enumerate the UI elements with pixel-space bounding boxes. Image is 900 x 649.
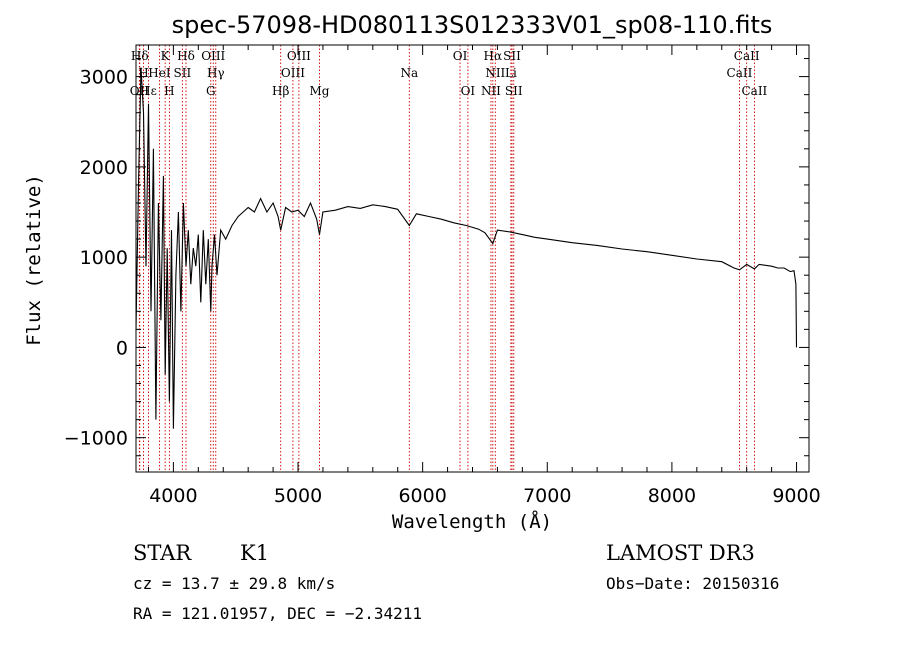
x-tick-label: 7000 <box>523 485 571 507</box>
coords-text: RA = 121.01957, DEC = −2.34211 <box>133 604 422 623</box>
spectrum-line <box>135 67 798 429</box>
spectral-line-label: NII <box>481 84 501 98</box>
survey-name: LAMOST DR3 <box>606 541 755 565</box>
spectral-line-label: OI <box>453 49 468 63</box>
spectral-line-label: SII <box>503 49 521 63</box>
object-class: STAR <box>133 541 192 565</box>
spectral-line-label: CaII <box>727 66 753 80</box>
y-tick-label: 3000 <box>80 67 128 89</box>
x-tick-label: 4000 <box>149 485 197 507</box>
spectral-line-label: K <box>161 49 171 63</box>
spectral-line-label: Hδ <box>177 49 195 63</box>
spectral-line-label: OI <box>461 84 476 98</box>
x-tick-label: 9000 <box>772 485 820 507</box>
spectral-line-label: Hβ <box>272 84 289 98</box>
y-axis-label: Flux (relative) <box>23 174 45 346</box>
spectral-line-label: SII <box>174 66 192 80</box>
y-axis: −1000 0 1000 2000 3000 <box>64 58 809 457</box>
spectral-line-label: OIII <box>201 49 225 63</box>
spectral-line-label: OII <box>130 84 150 98</box>
spectral-line-label: Hγ <box>207 66 225 80</box>
spectral-line-label: H <box>164 84 174 98</box>
spectral-line-label: Hα <box>484 49 503 63</box>
x-axis-label: Wavelength (Å) <box>392 510 552 533</box>
spectral-line-label: H <box>138 66 148 80</box>
redshift-text: cz = 13.7 ± 29.8 km/s <box>133 574 335 593</box>
spectral-line-label: G <box>206 84 216 98</box>
x-tick-label: 6000 <box>398 485 446 507</box>
spectral-line-label: Mg <box>309 84 329 98</box>
x-tick-label: 5000 <box>274 485 322 507</box>
obs-date: Obs−Date: 20150316 <box>606 574 779 593</box>
line-markers-group <box>138 45 755 472</box>
spectral-line-label: NII <box>485 66 505 80</box>
object-subclass: K1 <box>240 541 269 565</box>
spectral-line-label: Hε <box>140 84 157 98</box>
spectral-line-label: OIII <box>281 66 305 80</box>
spectral-line-label: Hδ <box>131 49 149 63</box>
spectral-line-label: Li <box>505 66 517 80</box>
plot-frame <box>135 44 810 473</box>
chart-title: spec-57098-HD080113S012333V01_sp08-110.f… <box>172 11 773 39</box>
spectral-line-label: SII <box>505 84 523 98</box>
spectral-line-label: CaII <box>741 84 767 98</box>
spectral-line-label: CaII <box>734 49 760 63</box>
spectral-line-label: Na <box>400 66 418 80</box>
spectral-line-label: HeI <box>148 66 171 80</box>
x-tick-label: 8000 <box>648 485 696 507</box>
x-axis: 4000 5000 6000 7000 8000 9000 <box>147 45 821 507</box>
y-tick-label: 1000 <box>80 247 128 269</box>
spectral-line-label: OIII <box>287 49 311 63</box>
y-tick-label: −1000 <box>64 428 128 450</box>
y-tick-label: 0 <box>116 337 128 359</box>
y-tick-label: 2000 <box>80 157 128 179</box>
